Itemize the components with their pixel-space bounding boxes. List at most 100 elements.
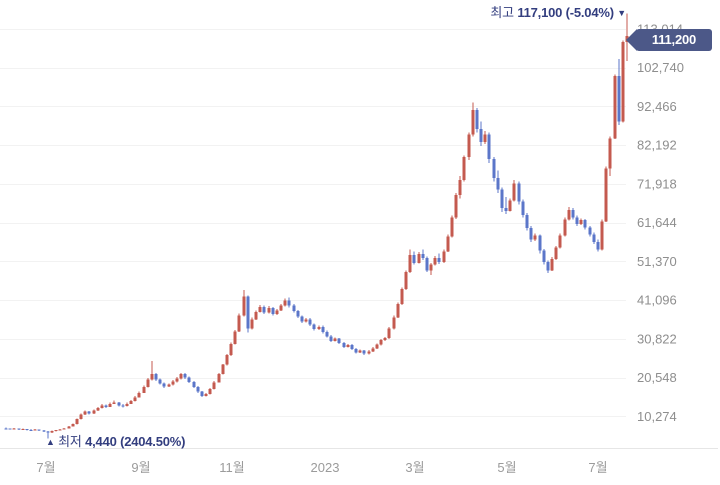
low-value: 4,440 xyxy=(85,434,117,449)
candle xyxy=(175,376,179,383)
candle xyxy=(588,226,592,237)
svg-text:82,192: 82,192 xyxy=(637,138,677,153)
candle xyxy=(312,323,316,331)
candle xyxy=(67,426,71,429)
svg-text:3월: 3월 xyxy=(405,460,424,475)
candle xyxy=(42,430,46,432)
candle xyxy=(50,430,54,433)
candle xyxy=(217,372,221,383)
candle xyxy=(96,406,100,411)
candle xyxy=(4,427,8,430)
candle xyxy=(33,429,37,431)
svg-text:92,466: 92,466 xyxy=(637,99,677,114)
candle xyxy=(8,428,12,430)
svg-text:10,274: 10,274 xyxy=(637,409,677,424)
candle xyxy=(433,255,437,266)
candle xyxy=(75,418,79,425)
candle xyxy=(167,383,171,388)
svg-text:9월: 9월 xyxy=(131,460,150,475)
candle xyxy=(129,399,133,405)
candle xyxy=(221,363,225,375)
candle xyxy=(237,313,241,333)
candle xyxy=(462,155,466,182)
high-change: (-5.04%) xyxy=(565,5,614,20)
candle xyxy=(608,136,612,177)
candle xyxy=(54,429,58,432)
candle xyxy=(429,262,433,275)
candle xyxy=(267,306,271,314)
candle xyxy=(233,329,237,345)
candle xyxy=(317,325,321,330)
candle xyxy=(133,396,137,402)
svg-text:61,644: 61,644 xyxy=(637,215,677,230)
candle xyxy=(487,132,491,163)
badge-pointer-icon xyxy=(626,29,637,51)
candle xyxy=(325,330,329,338)
candle xyxy=(108,402,112,408)
candle xyxy=(200,390,204,397)
candle xyxy=(496,170,500,194)
candle xyxy=(412,251,416,265)
candle xyxy=(196,386,200,393)
candle xyxy=(304,317,308,323)
candle xyxy=(567,206,571,221)
candle xyxy=(58,429,62,431)
candle xyxy=(583,219,587,230)
candle xyxy=(279,304,283,312)
candle xyxy=(504,196,508,214)
current-price-badge: 111,200 xyxy=(626,29,712,51)
candle xyxy=(392,315,396,330)
svg-text:2023: 2023 xyxy=(311,460,340,475)
candle xyxy=(604,166,608,223)
candle xyxy=(337,337,341,345)
candle xyxy=(283,298,287,307)
candle xyxy=(621,40,625,123)
candle xyxy=(183,373,187,379)
candle xyxy=(329,335,333,342)
candle xyxy=(204,392,208,397)
candle xyxy=(333,337,337,342)
candle xyxy=(225,354,229,366)
candle xyxy=(37,429,41,432)
candle xyxy=(162,382,166,388)
candle xyxy=(100,404,104,409)
candle xyxy=(250,317,254,330)
candle xyxy=(46,430,50,439)
current-price-value: 111,200 xyxy=(651,32,697,47)
candle xyxy=(396,302,400,319)
up-triangle-icon: ▲ xyxy=(46,437,55,447)
candle xyxy=(275,308,279,315)
low-label: 최저 xyxy=(58,434,82,449)
candles xyxy=(4,13,629,439)
candle xyxy=(112,400,116,405)
candle xyxy=(417,252,421,264)
candle xyxy=(362,349,366,355)
candle xyxy=(350,344,354,351)
candle xyxy=(62,427,66,430)
candle xyxy=(383,337,387,341)
candle xyxy=(538,234,542,254)
candle xyxy=(262,305,266,315)
candle xyxy=(617,59,621,126)
candle xyxy=(471,102,475,137)
candle xyxy=(521,199,525,218)
candle xyxy=(404,270,408,290)
candle xyxy=(517,181,521,205)
candle xyxy=(321,325,325,334)
candle xyxy=(83,410,87,416)
candle xyxy=(287,297,291,308)
low-change: (2404.50%) xyxy=(120,434,186,449)
candle xyxy=(592,232,596,244)
svg-text:30,822: 30,822 xyxy=(637,331,677,346)
svg-text:71,918: 71,918 xyxy=(637,176,677,191)
candle xyxy=(71,423,75,427)
candle xyxy=(292,304,296,313)
candle xyxy=(533,233,537,241)
candle xyxy=(579,218,583,226)
candle xyxy=(358,349,362,354)
candle xyxy=(87,410,91,415)
svg-text:7월: 7월 xyxy=(36,460,55,475)
candle xyxy=(529,225,533,243)
